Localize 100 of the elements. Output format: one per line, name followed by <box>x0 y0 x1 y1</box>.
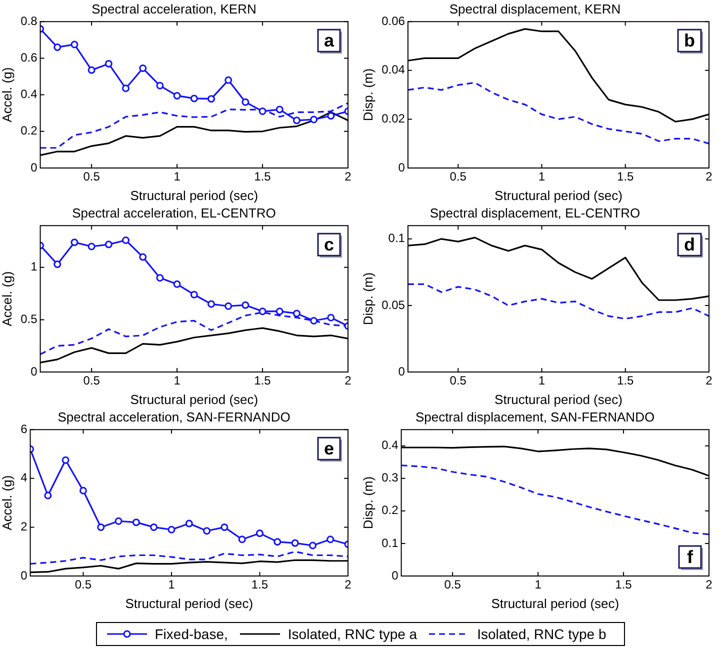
x-tick-label: 1 <box>538 170 546 184</box>
y-tick-label: 0.05 <box>382 298 406 312</box>
y-tick-label: 0.5 <box>20 312 38 326</box>
point <box>54 260 62 268</box>
point <box>173 280 181 288</box>
x-tick-label: 2 <box>344 374 352 388</box>
point <box>97 523 105 531</box>
x-tick-label: 0.5 <box>450 170 467 184</box>
point <box>310 317 318 325</box>
y-tick-label: 6 <box>20 422 28 436</box>
y-axis-title: Accel. (g) <box>0 67 14 122</box>
point <box>238 536 246 544</box>
point <box>292 116 300 124</box>
y-tick-label: 0 <box>30 364 38 378</box>
x-tick-label: 1 <box>168 578 176 592</box>
x-tick-label: 1.5 <box>615 578 632 592</box>
x-tick-label: 0.5 <box>83 374 100 388</box>
point <box>44 492 52 500</box>
point <box>258 308 266 316</box>
y-tick-label: 0.04 <box>382 62 406 77</box>
point <box>122 84 130 92</box>
point <box>258 108 266 116</box>
point <box>274 538 282 546</box>
annotation: d <box>684 234 695 255</box>
y-tick-label: 0.3 <box>382 470 399 485</box>
point <box>88 242 96 250</box>
point <box>139 253 147 261</box>
x-tick-label: 1 <box>174 170 181 184</box>
y-tick-label: 0 <box>398 364 406 378</box>
y-tick-label: 1 <box>30 260 38 274</box>
annotation: a <box>324 30 335 51</box>
x-axis-title: Structural period (sec) <box>494 392 622 407</box>
point <box>173 92 181 100</box>
y-tick-label: 0 <box>30 160 38 174</box>
x-tick-label: 1.5 <box>254 374 272 388</box>
point <box>70 238 78 246</box>
y-tick-label: 0.2 <box>20 124 38 138</box>
point <box>276 308 284 316</box>
y-axis-title: Accel. (g) <box>0 271 14 326</box>
x-tick-label: 2 <box>344 578 352 592</box>
point <box>139 64 147 72</box>
y-tick-label: 0.06 <box>382 14 406 28</box>
point <box>242 301 250 309</box>
annotation: c <box>324 234 334 255</box>
y-tick-label: 0.02 <box>382 112 406 126</box>
point <box>114 517 122 525</box>
y-axis-title: Disp. (m) <box>360 68 376 122</box>
x-tick-label: 0.5 <box>444 578 462 592</box>
point <box>207 300 215 308</box>
point <box>150 523 158 531</box>
point <box>220 523 228 531</box>
legend-label: Isolated, RNC type a <box>288 626 418 642</box>
annotation: b <box>684 30 695 51</box>
line-series <box>401 464 709 536</box>
point <box>327 314 335 322</box>
chart-title: Spectral acceleration, SAN-FERNANDO <box>58 409 290 424</box>
chart-title: Spectral acceleration, KERN <box>92 1 256 16</box>
point <box>104 60 112 68</box>
point <box>156 274 164 282</box>
chart-title: Spectral displacement, EL-CENTRO <box>430 205 640 220</box>
point <box>203 527 211 535</box>
point <box>190 94 198 102</box>
x-axis-title: Structural period (sec) <box>130 392 258 407</box>
y-tick-label: 0 <box>392 568 399 582</box>
point <box>291 539 299 547</box>
point <box>54 43 62 51</box>
y-axis-title: Accel. (g) <box>0 475 14 530</box>
x-axis-title: Structural period (sec) <box>494 188 622 203</box>
point <box>190 290 198 298</box>
point <box>242 98 250 106</box>
x-tick-label: 2 <box>706 374 713 388</box>
point <box>276 106 284 114</box>
x-tick-label: 1.5 <box>254 170 272 184</box>
annotation: e <box>324 438 334 459</box>
x-tick-label: 1.5 <box>251 578 268 592</box>
x-tick-label: 2 <box>706 578 713 592</box>
x-tick-label: 1 <box>174 374 181 388</box>
point <box>256 530 264 538</box>
point <box>79 486 87 494</box>
x-tick-label: 1 <box>534 578 542 592</box>
x-tick-label: 1.5 <box>617 170 634 184</box>
point <box>207 95 215 103</box>
legend-label: Fixed-base, <box>154 626 228 642</box>
point <box>224 76 232 84</box>
y-tick-label: 0.2 <box>382 503 399 518</box>
x-axis-title: Structural period (sec) <box>130 188 258 203</box>
point <box>156 82 164 90</box>
line-series <box>408 82 709 144</box>
chart-title: Spectral displacement, KERN <box>449 1 621 16</box>
point <box>62 456 70 464</box>
x-tick-label: 1 <box>538 374 546 388</box>
x-tick-label: 0.5 <box>450 374 467 388</box>
point <box>70 40 78 48</box>
point <box>327 112 335 120</box>
y-tick-label: 0.6 <box>20 50 38 65</box>
point <box>88 66 96 74</box>
y-tick-label: 0.4 <box>382 438 399 452</box>
x-axis-title: Structural period (sec) <box>125 596 254 611</box>
legend-label: Isolated, RNC type b <box>477 626 606 642</box>
line-series <box>408 283 709 320</box>
